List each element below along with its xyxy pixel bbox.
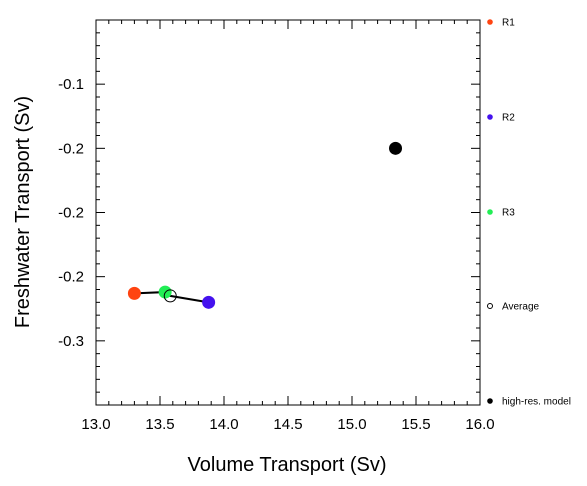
legend: R1 R2 R3 Average high-res. model [487, 18, 571, 408]
legend-marker-r1 [487, 19, 493, 25]
x-tick-label: 15.5 [401, 416, 430, 433]
legend-label-r2: R2 [502, 113, 515, 124]
y-axis-title: Freshwater Transport (Sv) [12, 96, 34, 328]
legend-label-average: Average [502, 302, 540, 313]
x-tick-label: 14.5 [273, 416, 302, 433]
legend-marker-average [487, 303, 493, 309]
y-tick-label: -0.1 [58, 76, 84, 93]
point-r1 [127, 286, 141, 300]
x-tick-label: 16.0 [465, 416, 494, 433]
plot-area [95, 19, 481, 406]
y-tick-label: -0.2 [58, 140, 84, 157]
x-tick-label: 15.0 [337, 416, 366, 433]
connecting-line [134, 291, 209, 304]
axis-ticks [95, 19, 481, 406]
data-points [127, 141, 403, 309]
legend-marker-r3 [487, 209, 493, 215]
x-tick-label: 13.5 [145, 416, 174, 433]
plot-frame [95, 19, 481, 406]
x-tick-labels: 13.0 13.5 14.0 14.5 15.0 15.5 16.0 [81, 416, 494, 433]
legend-label-high-res-model: high-res. model [502, 397, 571, 408]
y-tick-label: -0.3 [58, 333, 84, 350]
point-r2 [202, 295, 216, 309]
legend-marker-high-res-model [487, 398, 493, 404]
legend-marker-r2 [487, 114, 493, 120]
x-tick-label: 14.0 [209, 416, 238, 433]
point-average [163, 289, 177, 303]
point-high-res-model [389, 141, 403, 155]
y-tick-label: -0.2 [58, 205, 84, 222]
y-tick-labels: -0.1 -0.2 -0.2 -0.2 -0.3 [58, 76, 84, 350]
x-axis-title: Volume Transport (Sv) [188, 454, 387, 476]
legend-label-r3: R3 [502, 208, 515, 219]
x-tick-label: 13.0 [81, 416, 110, 433]
ensemble-line [134, 291, 209, 304]
legend-label-r1: R1 [502, 18, 515, 29]
y-tick-label: -0.2 [58, 269, 84, 286]
